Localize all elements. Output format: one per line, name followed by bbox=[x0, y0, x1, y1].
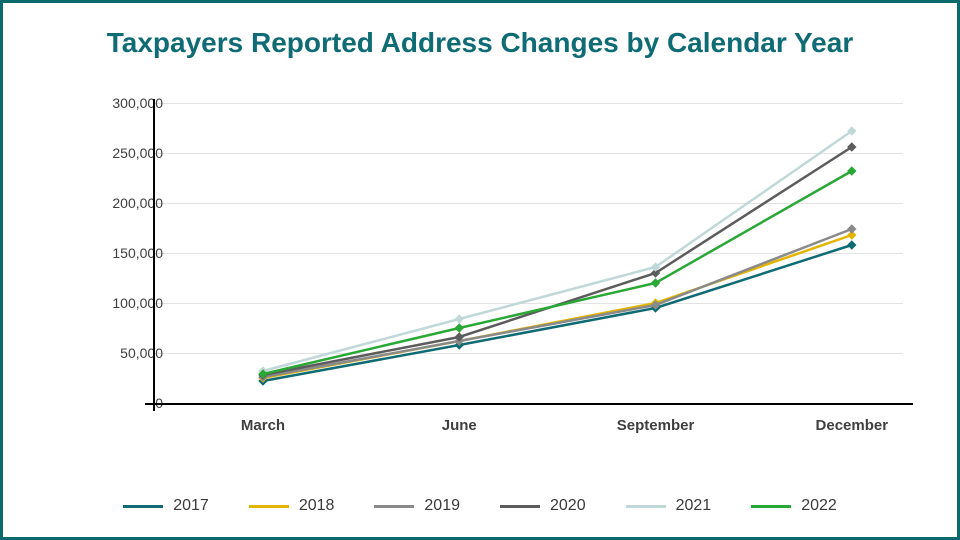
y-tick-label: 250,000 bbox=[83, 145, 163, 161]
x-tick-label: March bbox=[241, 417, 285, 434]
legend-label: 2017 bbox=[173, 497, 209, 515]
y-tick-label: 200,000 bbox=[83, 195, 163, 211]
plot-area bbox=[153, 103, 903, 403]
y-axis bbox=[153, 99, 155, 411]
legend-swatch bbox=[626, 505, 666, 508]
series-line-2021 bbox=[263, 131, 852, 371]
series-marker-2021 bbox=[455, 315, 463, 323]
y-tick-label: 50,000 bbox=[83, 345, 163, 361]
chart-series bbox=[153, 103, 903, 403]
x-axis bbox=[145, 403, 913, 405]
legend-label: 2021 bbox=[676, 497, 712, 515]
y-tick-label: 100,000 bbox=[83, 295, 163, 311]
legend-item-2022: 2022 bbox=[751, 497, 837, 515]
legend-label: 2020 bbox=[550, 497, 586, 515]
legend-swatch bbox=[123, 505, 163, 508]
y-tick-label: 300,000 bbox=[83, 95, 163, 111]
x-tick-label: June bbox=[442, 417, 477, 434]
legend-swatch bbox=[500, 505, 540, 508]
y-tick-label: 150,000 bbox=[83, 245, 163, 261]
legend-item-2019: 2019 bbox=[374, 497, 460, 515]
series-marker-2019 bbox=[848, 225, 856, 233]
legend-item-2017: 2017 bbox=[123, 497, 209, 515]
legend: 2017 2018 2019 2020 2021 2022 bbox=[3, 497, 957, 515]
x-tick-label: December bbox=[816, 417, 889, 434]
chart-title: Taxpayers Reported Address Changes by Ca… bbox=[3, 3, 957, 59]
series-marker-2017 bbox=[848, 241, 856, 249]
series-line-2019 bbox=[263, 229, 852, 377]
legend-swatch bbox=[751, 505, 791, 508]
legend-label: 2019 bbox=[424, 497, 460, 515]
x-tick-label: September bbox=[617, 417, 695, 434]
series-marker-2022 bbox=[455, 324, 463, 332]
legend-label: 2018 bbox=[299, 497, 335, 515]
legend-item-2021: 2021 bbox=[626, 497, 712, 515]
chart-container: 050,000100,000150,000200,000250,000300,0… bbox=[63, 103, 923, 443]
legend-label: 2022 bbox=[801, 497, 837, 515]
legend-item-2020: 2020 bbox=[500, 497, 586, 515]
series-line-2020 bbox=[263, 147, 852, 375]
legend-item-2018: 2018 bbox=[249, 497, 335, 515]
legend-swatch bbox=[374, 505, 414, 508]
legend-swatch bbox=[249, 505, 289, 508]
